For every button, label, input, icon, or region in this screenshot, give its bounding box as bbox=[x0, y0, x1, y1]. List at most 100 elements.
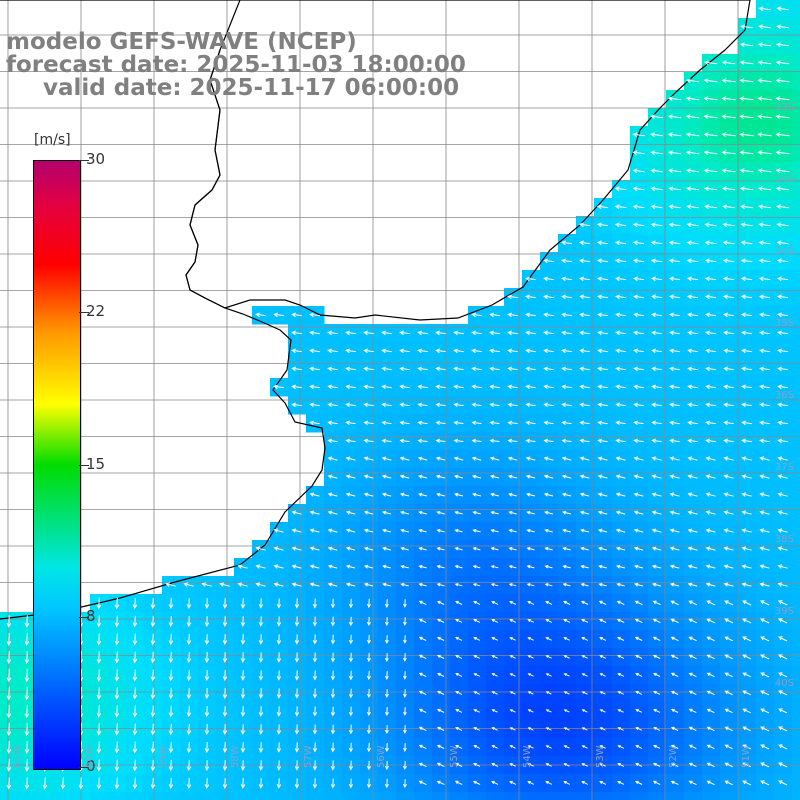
wind-arrow bbox=[435, 438, 446, 443]
wind-arrow bbox=[633, 528, 644, 533]
wind-arrow bbox=[384, 671, 389, 680]
wind-arrow bbox=[635, 654, 643, 659]
wind-arrow bbox=[688, 762, 697, 768]
wind-speed-cell bbox=[792, 396, 800, 415]
wind-arrow bbox=[276, 760, 282, 771]
wind-arrow bbox=[563, 727, 570, 731]
wind-arrow bbox=[418, 708, 427, 714]
wind-arrow bbox=[291, 384, 302, 390]
wind-arrow bbox=[741, 510, 752, 515]
wind-arrow bbox=[561, 240, 572, 246]
wind-arrow bbox=[348, 724, 354, 735]
wind-arrow bbox=[703, 186, 718, 192]
wind-arrow bbox=[402, 761, 407, 770]
wind-arrow bbox=[330, 634, 336, 645]
wind-arrow bbox=[687, 384, 698, 390]
wind-arrow bbox=[96, 597, 102, 610]
wind-arrow bbox=[706, 708, 715, 714]
wind-arrow bbox=[723, 582, 734, 587]
wind-arrow bbox=[526, 546, 535, 551]
wind-arrow bbox=[778, 672, 788, 678]
lat-label-33s: 33S bbox=[774, 102, 794, 113]
wind-arrow bbox=[327, 366, 338, 372]
wind-arrow bbox=[634, 636, 643, 641]
wind-arrow bbox=[562, 528, 571, 533]
wind-arrow bbox=[403, 617, 407, 626]
wind-arrow bbox=[653, 672, 661, 677]
wind-arrow bbox=[545, 691, 552, 695]
wind-arrow bbox=[382, 582, 391, 587]
wind-arrow bbox=[615, 312, 626, 318]
wind-arrow bbox=[579, 312, 590, 318]
wind-arrow bbox=[42, 777, 48, 790]
wind-arrow bbox=[132, 759, 138, 772]
lon-label-52w: 52W bbox=[668, 745, 679, 768]
wind-arrow bbox=[724, 600, 734, 606]
wind-arrow bbox=[417, 420, 428, 426]
wind-arrow bbox=[543, 420, 554, 426]
wind-arrow bbox=[219, 582, 230, 587]
wind-arrow bbox=[723, 510, 734, 515]
colorbar-tick-mark bbox=[79, 617, 89, 618]
lon-label-60w: 60W bbox=[84, 745, 95, 768]
wind-arrow bbox=[114, 687, 120, 700]
wind-arrow bbox=[775, 42, 790, 48]
wind-arrow bbox=[687, 366, 698, 372]
wind-arrow bbox=[60, 777, 66, 790]
wind-arrow bbox=[435, 330, 446, 336]
wind-arrow bbox=[632, 168, 645, 174]
wind-arrow bbox=[258, 688, 264, 699]
wind-arrow bbox=[381, 510, 392, 515]
wind-arrow bbox=[489, 456, 500, 461]
wind-speed-cell bbox=[342, 792, 361, 800]
wind-arrow bbox=[742, 690, 752, 696]
wind-arrow bbox=[652, 636, 661, 642]
wind-arrow bbox=[651, 474, 662, 479]
wind-arrow bbox=[597, 402, 608, 408]
wind-arrow bbox=[24, 777, 30, 790]
wind-arrow bbox=[670, 618, 679, 624]
lon-label-61w: 61W bbox=[12, 745, 23, 768]
wind-arrow bbox=[168, 777, 174, 790]
wind-arrow bbox=[509, 781, 517, 785]
wind-arrow bbox=[348, 634, 354, 645]
lon-label-54w: 54W bbox=[522, 745, 533, 768]
lon-label-53w: 53W bbox=[595, 745, 606, 768]
wind-speed-cell bbox=[36, 792, 55, 800]
wind-arrow bbox=[507, 330, 518, 336]
wind-arrow bbox=[508, 583, 517, 587]
wind-speed-cell bbox=[792, 252, 800, 271]
wind-arrow bbox=[381, 420, 392, 426]
wind-arrow bbox=[706, 672, 715, 678]
wind-arrow bbox=[472, 565, 481, 569]
wind-arrow bbox=[330, 688, 336, 699]
wind-arrow bbox=[687, 420, 698, 426]
wind-arrow bbox=[435, 474, 446, 479]
wind-arrow bbox=[669, 348, 680, 354]
wind-arrow bbox=[382, 546, 392, 551]
wind-arrow bbox=[473, 691, 480, 695]
colorbar-tick-30: 30 bbox=[86, 150, 106, 168]
wind-arrow bbox=[776, 276, 789, 282]
wind-arrow bbox=[581, 709, 588, 713]
wind-speed-cell bbox=[216, 792, 235, 800]
wind-arrow bbox=[527, 619, 535, 623]
wind-arrow bbox=[545, 600, 553, 605]
wind-arrow bbox=[545, 781, 553, 785]
wind-arrow bbox=[617, 727, 624, 731]
wind-arrow bbox=[291, 564, 302, 569]
wind-arrow bbox=[96, 759, 102, 772]
wind-speed-cell bbox=[792, 90, 800, 109]
wind-arrow bbox=[669, 312, 680, 318]
wind-arrow bbox=[635, 762, 643, 767]
wind-arrow bbox=[545, 637, 552, 641]
wind-arrow bbox=[543, 366, 554, 372]
wind-arrow bbox=[705, 330, 716, 336]
wind-arrow bbox=[757, 42, 772, 48]
wind-arrow bbox=[491, 673, 498, 677]
wind-arrow bbox=[400, 492, 410, 497]
wind-arrow bbox=[507, 402, 518, 408]
wind-arrow bbox=[418, 636, 427, 642]
wind-arrow bbox=[418, 618, 427, 624]
wind-arrow bbox=[491, 745, 498, 749]
